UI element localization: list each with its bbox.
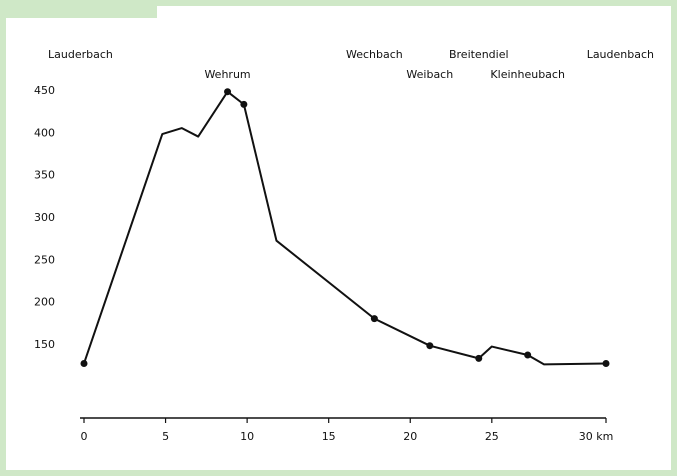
data-point-marker [240,100,248,108]
place-label: Wehrum [204,68,250,81]
x-tick-label: 20 [403,430,417,443]
place-label: Kleinheubach [490,68,565,81]
y-tick-label: 150 [34,338,55,351]
y-tick-label: 250 [34,253,55,266]
y-tick-label: 350 [34,169,55,182]
data-point-marker [370,315,378,323]
data-point-marker [524,351,532,359]
y-tick-label: 400 [34,126,55,139]
x-tick-label: 10 [240,430,254,443]
series-group [80,88,610,367]
data-point-marker [475,354,483,362]
x-tick-label: 15 [322,430,336,443]
data-point-marker [426,342,434,350]
place-label: Weibach [406,68,453,81]
corner-tab [0,0,157,18]
y-tick-label: 200 [34,296,55,309]
place-label: Breitendiel [449,48,509,61]
x-tick-label: 5 [162,430,169,443]
place-label: Lauderbach [48,48,113,61]
y-tick-label: 300 [34,211,55,224]
x-axis: 0 5 10 15 20 25 30 km [80,417,614,443]
data-point-marker [80,359,88,367]
elevation-line [83,90,607,366]
place-label: Wechbach [346,48,403,61]
place-label: Laudenbach [587,48,654,61]
x-tick-label: 25 [485,430,499,443]
data-point-marker [602,359,610,367]
data-point-marker [224,88,232,96]
y-tick-label: 450 [34,84,55,97]
y-axis: 150 200 250 300 350 400 450 [34,84,55,351]
x-axis-unit-label: 30 km [579,430,614,443]
x-tick-label: 0 [81,430,88,443]
